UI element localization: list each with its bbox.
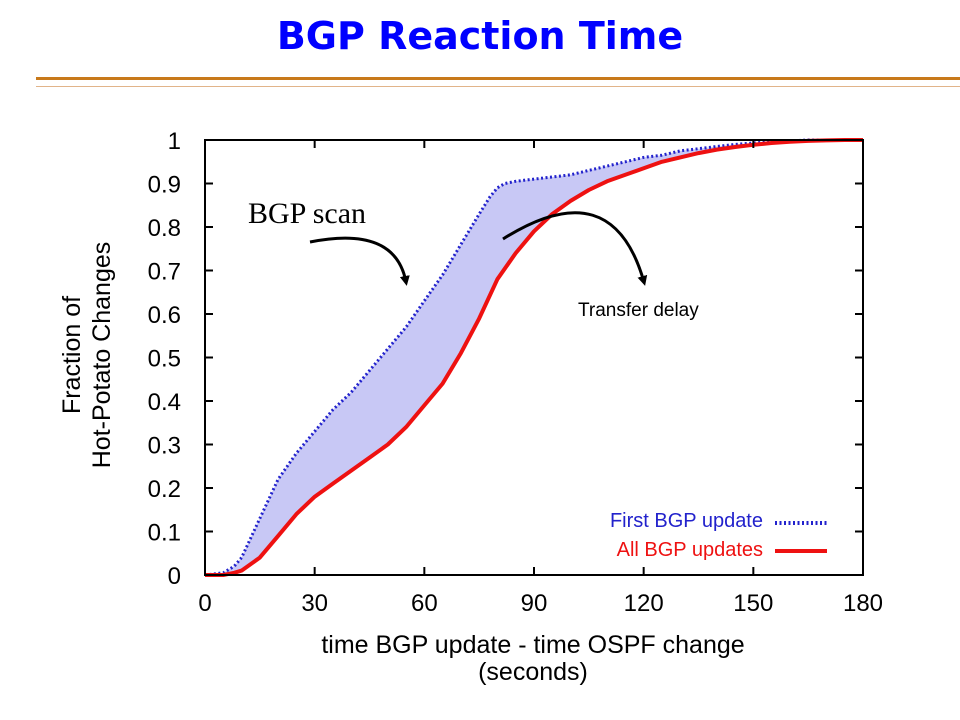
annotation-transfer-delay-arrow — [502, 211, 648, 286]
y-axis-label-line2: Hot-Potato Changes — [88, 242, 116, 469]
y-tick-label: 0.3 — [148, 433, 181, 460]
series-line-first-bgp-update — [204, 138, 863, 577]
x-tick-label: 60 — [411, 590, 438, 617]
y-tick-label: 1 — [168, 128, 181, 155]
x-tick-label: 0 — [198, 590, 211, 617]
x-tick-label: 180 — [843, 590, 883, 617]
legend-label-all-bgp-updates: All BGP updates — [617, 539, 763, 561]
x-tick-label: 30 — [301, 590, 328, 617]
axis-labels: time BGP update - time OSPF change (seco… — [58, 242, 745, 686]
y-tick-label: 0.9 — [148, 172, 181, 199]
x-axis-unit-label: (seconds) — [478, 658, 588, 686]
y-tick-label: 0 — [168, 563, 181, 590]
legend-label-first-bgp-update: First BGP update — [610, 510, 763, 532]
plot-area — [204, 138, 863, 577]
y-axis-label-line1: Fraction of — [58, 296, 86, 414]
axes: 0 30 60 90 120 150 180 0 0.1 0.2 0.3 0.4 0.5 0.6 0.7 0.… — [148, 128, 883, 617]
annotation-transfer-delay: Transfer delay — [578, 300, 699, 321]
y-tick-label: 0.1 — [148, 520, 181, 547]
y-tick-label: 0.7 — [148, 259, 181, 286]
annotations: BGP scan Transfer delay — [248, 197, 699, 321]
x-tick-label: 150 — [733, 590, 773, 617]
x-tick-label: 120 — [624, 590, 664, 617]
title-rule-thin — [36, 86, 960, 87]
x-axis-label: time BGP update - time OSPF change — [321, 631, 744, 659]
x-tick-label: 90 — [521, 590, 548, 617]
y-tick-label: 0.8 — [148, 215, 181, 242]
y-tick-label: 0.5 — [148, 346, 181, 373]
y-tick-label: 0.4 — [148, 389, 181, 416]
series-line-all-bgp-updates — [205, 138, 863, 577]
y-tick-label: 0.2 — [148, 476, 181, 503]
legend: First BGP update All BGP updates — [610, 510, 827, 561]
y-tick-label: 0.6 — [148, 302, 181, 329]
annotation-bgp-scan: BGP scan — [248, 197, 366, 230]
annotation-bgp-scan-arrow — [309, 236, 410, 286]
title-rule — [36, 77, 960, 80]
fill-between-region — [205, 140, 863, 575]
slide-title: BGP Reaction Time — [276, 14, 684, 58]
